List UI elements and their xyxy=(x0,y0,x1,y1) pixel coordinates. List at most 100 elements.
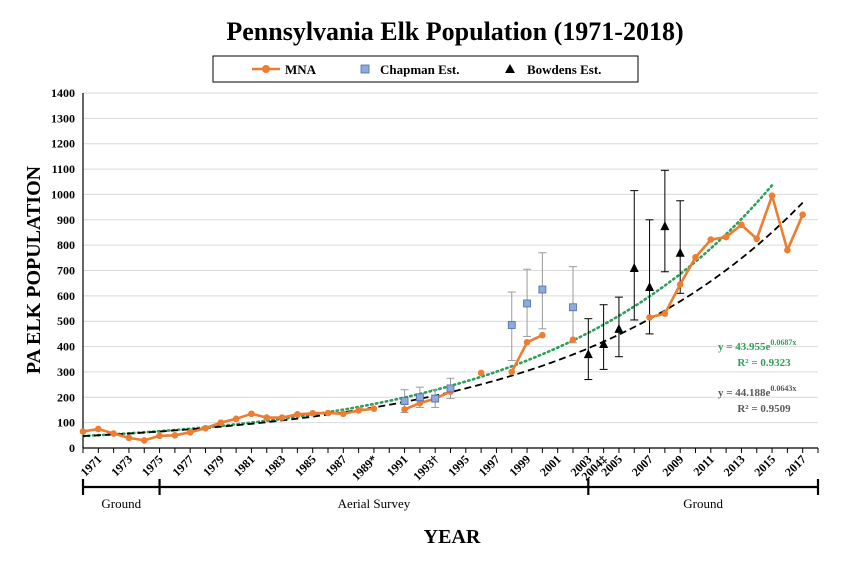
chart-title: Pennsylvania Elk Population (1971-2018) xyxy=(226,17,683,46)
survey-period-label: Aerial Survey xyxy=(338,496,411,511)
mna-point xyxy=(508,368,516,376)
mna-point xyxy=(401,406,408,413)
legend-bowdens-label: Bowdens Est. xyxy=(527,62,601,77)
y-tick-label: 300 xyxy=(57,365,75,379)
mna-point xyxy=(355,407,362,414)
mna-point xyxy=(738,221,745,229)
trendline-green-dotted xyxy=(81,183,774,438)
y-tick-label: 600 xyxy=(57,289,75,303)
x-tick-label: 1973 xyxy=(108,452,135,479)
x-tick-label: 1977 xyxy=(169,452,196,479)
mna-line-segment xyxy=(404,390,452,411)
y-tick-label: 1100 xyxy=(52,162,75,176)
y-tick-label: 1300 xyxy=(51,111,75,125)
chapman-point xyxy=(538,285,547,294)
survey-period-label: Ground xyxy=(683,496,723,511)
x-tick-label: 1999 xyxy=(506,452,533,479)
x-tick-label: 1979 xyxy=(200,452,227,479)
legend-mna-label: MNA xyxy=(285,62,317,77)
x-tick-label: 1993† xyxy=(410,452,441,483)
black-trend-r2: R² = 0.9509 xyxy=(737,403,791,415)
chapman-point xyxy=(431,394,440,403)
mna-point xyxy=(661,310,669,317)
mna-point xyxy=(676,281,684,288)
survey-periods: Ground Aerial Survey Ground xyxy=(81,479,820,511)
x-tick-label: 2001 xyxy=(537,452,564,479)
x-tick-label: 1987 xyxy=(323,452,350,479)
y-tick-label: 900 xyxy=(57,213,75,227)
mna-point xyxy=(171,432,179,439)
y-tick-label: 1200 xyxy=(51,137,75,151)
mna-point xyxy=(523,338,531,346)
x-axis-title: YEAR xyxy=(424,526,481,548)
chapman-point xyxy=(507,321,516,329)
mna-point xyxy=(263,414,271,421)
mna-point xyxy=(156,432,163,440)
chapman-point xyxy=(523,299,531,308)
x-tick-label: 2017 xyxy=(782,452,809,479)
survey-period-label: Ground xyxy=(101,496,141,511)
mna-point xyxy=(569,336,577,344)
x-tick-label: 1985 xyxy=(292,452,319,479)
x-tick-label: 2007 xyxy=(629,452,656,479)
mna-point xyxy=(340,410,347,418)
mna-point xyxy=(784,246,791,254)
x-tick-label: 1995 xyxy=(445,452,472,479)
legend: MNA Chapman Est. Bowdens Est. xyxy=(212,55,639,83)
x-tick-label: 2015 xyxy=(751,452,778,479)
black-trend-equation: y = 44.188e0.0643x xyxy=(718,384,796,399)
legend-chapman-marker xyxy=(360,64,370,74)
bowdens-point xyxy=(599,339,609,349)
x-tick-label: 1991 xyxy=(384,452,411,479)
bowdens-point xyxy=(583,349,593,359)
green-trend-r2: R² = 0.9323 xyxy=(737,357,791,369)
chapman-point xyxy=(415,393,424,402)
y-tick-label: 200 xyxy=(57,390,75,404)
mna-point xyxy=(125,434,133,442)
trendline-black-dashed xyxy=(82,201,804,437)
legend-chapman-label: Chapman Est. xyxy=(380,62,459,77)
y-tick-label: 0 xyxy=(69,441,75,455)
chapman-point xyxy=(569,303,577,312)
bowdens-point xyxy=(614,323,624,333)
x-tick-label: 1981 xyxy=(231,452,258,479)
x-tick-label: 1989* xyxy=(349,452,380,483)
mna-point xyxy=(753,235,761,243)
legend-bowdens-marker xyxy=(505,64,515,73)
axes xyxy=(82,93,819,453)
mna-point xyxy=(370,405,378,412)
y-tick-label: 1000 xyxy=(51,187,75,201)
mna-point xyxy=(186,428,194,436)
mna-point xyxy=(140,437,148,444)
chapman-point xyxy=(400,397,409,405)
series xyxy=(79,169,806,444)
mna-point xyxy=(278,414,286,421)
green-trend-equation: y = 43.955e0.0687x xyxy=(718,338,796,353)
trendlines xyxy=(81,183,804,438)
x-tick-label: 2011 xyxy=(691,452,717,478)
y-tick-label: 800 xyxy=(57,238,75,252)
mna-point xyxy=(110,430,117,437)
y-tick-label: 700 xyxy=(57,264,75,278)
mna-point xyxy=(202,424,209,432)
mna-point xyxy=(799,211,806,219)
mna-point xyxy=(646,314,653,321)
mna-point xyxy=(79,428,87,435)
y-axis-title: PA ELK POPULATION xyxy=(23,165,45,374)
bowdens-point xyxy=(629,262,639,272)
mna-point xyxy=(768,192,776,199)
mna-point xyxy=(309,409,316,417)
bowdens-point xyxy=(660,221,670,231)
mna-line-segment xyxy=(649,194,804,319)
y-tick-label: 1400 xyxy=(51,86,75,100)
y-tick-label: 500 xyxy=(57,314,75,328)
mna-point xyxy=(539,331,546,339)
chapman-point xyxy=(446,384,455,393)
mna-point xyxy=(416,399,424,407)
bowdens-point xyxy=(675,247,685,257)
mna-point xyxy=(722,233,730,241)
mna-point xyxy=(324,409,332,417)
gridlines xyxy=(83,92,818,449)
mna-point xyxy=(707,236,715,243)
